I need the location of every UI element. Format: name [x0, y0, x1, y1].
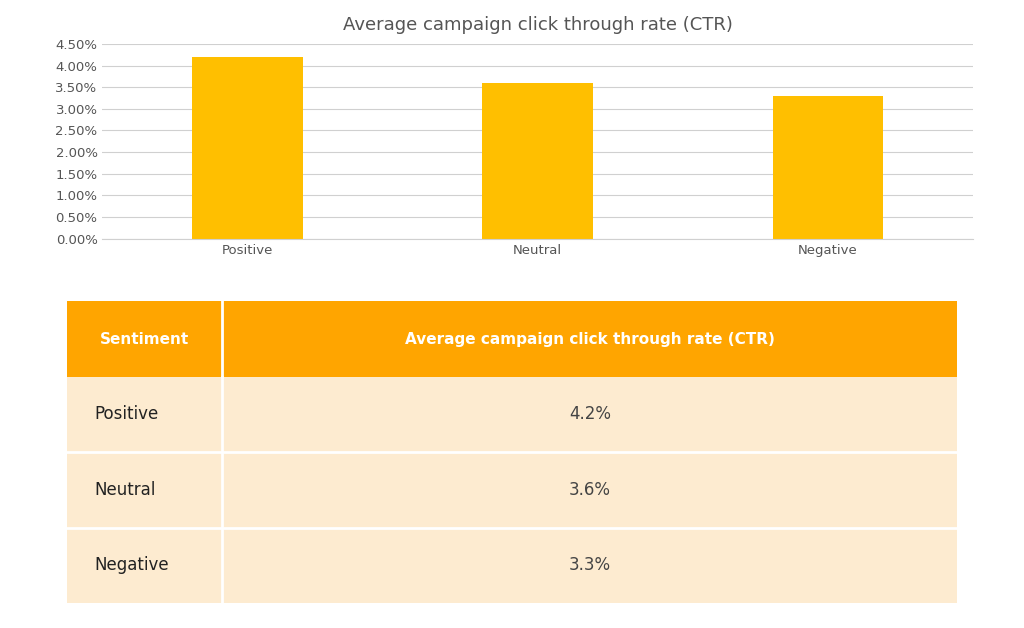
Text: 4.2%: 4.2%	[569, 406, 611, 423]
Text: Neutral: Neutral	[94, 481, 156, 499]
Text: 3.3%: 3.3%	[569, 556, 611, 574]
Title: Average campaign click through rate (CTR): Average campaign click through rate (CTR…	[343, 16, 732, 34]
Text: Positive: Positive	[94, 406, 159, 423]
Text: Sentiment: Sentiment	[100, 332, 189, 347]
Bar	[482, 83, 593, 239]
Text: Average campaign click through rate (CTR): Average campaign click through rate (CTR…	[406, 332, 775, 347]
Text: Negative: Negative	[94, 556, 169, 574]
Bar	[773, 96, 883, 239]
Text: 3.6%: 3.6%	[569, 481, 611, 499]
Bar	[193, 57, 303, 239]
